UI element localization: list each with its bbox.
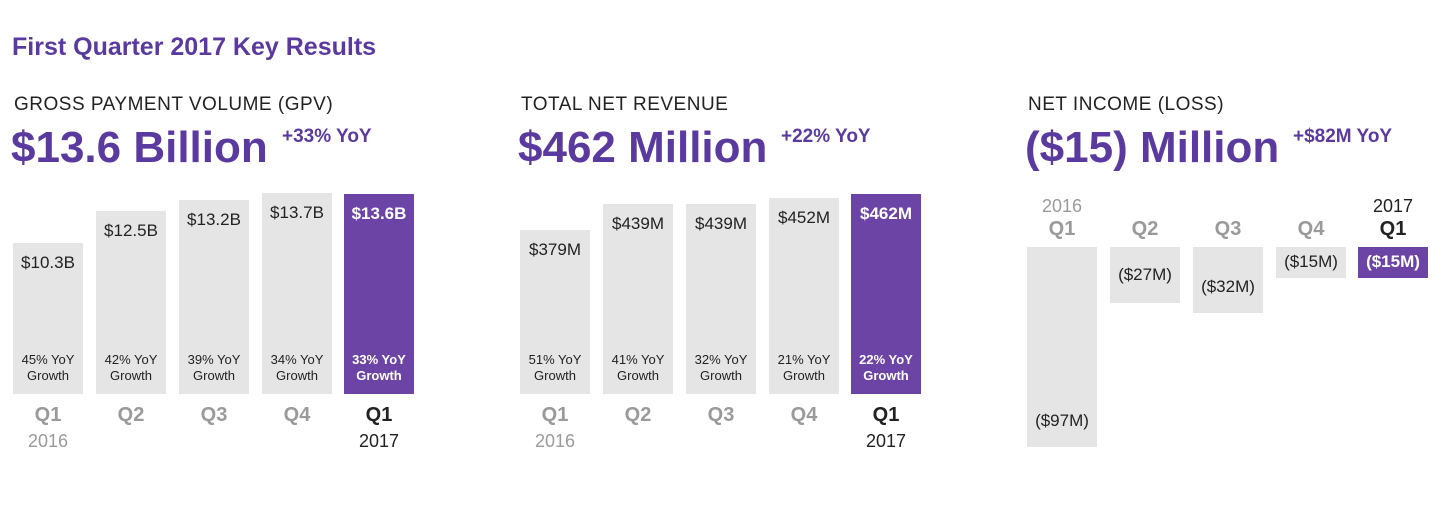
growth-line: Growth [27, 367, 69, 383]
bar-growth-label: 22% YoY Growth [851, 352, 921, 384]
bar-growth-label: 45% YoY Growth [13, 352, 83, 384]
revenue-title: TOTAL NET REVENUE [521, 94, 729, 115]
growth-line: Growth [534, 367, 576, 383]
bar-value-label: ($97M) [1035, 410, 1089, 430]
bar-value-label: ($32M) [1201, 276, 1255, 296]
bar-growth-label: 33% YoY Growth [344, 352, 414, 384]
bar-value-label: $452M [778, 208, 830, 228]
growth-line: Growth [193, 367, 235, 383]
bar: $12.5B 42% YoY Growth [96, 210, 166, 394]
bar: $13.6B 33% YoY Growth [344, 194, 414, 394]
bar-value-label: $13.6B [351, 204, 407, 224]
quarter-label: Q1 [34, 404, 62, 426]
bar-value-label: $12.5B [104, 220, 158, 240]
bar: $452M 21% YoY Growth [769, 198, 839, 394]
quarter-label: Q1 [365, 404, 393, 426]
bar-growth-label: 41% YoY Growth [603, 352, 673, 384]
year-label: 2017 [1372, 196, 1414, 216]
page-title: First Quarter 2017 Key Results [12, 33, 377, 61]
growth-line: Growth [700, 367, 742, 383]
bar: $13.2B 39% YoY Growth [179, 200, 249, 394]
bar-value-label: $439M [695, 213, 747, 233]
net-income-headline-yoy: +$82M YoY [1293, 126, 1393, 147]
net-income-headline: ($15) Million [1025, 123, 1280, 172]
bar-value-label: $379M [529, 239, 581, 259]
bar: ($97M) [1027, 247, 1097, 447]
year-label: 2017 [358, 431, 400, 451]
bar-value-label: $13.2B [187, 210, 241, 230]
bar-value-label: ($15M) [1284, 252, 1338, 272]
growth-line: Growth [863, 367, 909, 383]
growth-line: 21% YoY [777, 351, 831, 367]
bar: $439M 41% YoY Growth [603, 203, 673, 394]
growth-line: Growth [783, 367, 825, 383]
growth-line: 42% YoY [104, 352, 158, 367]
growth-line: 39% YoY [187, 351, 241, 367]
bar-value-label: $439M [612, 213, 664, 233]
bar: $439M 32% YoY Growth [686, 203, 756, 394]
growth-line: 41% YoY [611, 351, 665, 367]
growth-line: Growth [110, 368, 152, 383]
gpv-headline-yoy: +33% YoY [282, 126, 372, 147]
bar-growth-label: 39% YoY Growth [179, 352, 249, 384]
bar-value-label: $462M [860, 203, 912, 223]
year-label: 2016 [1041, 196, 1083, 216]
bar-growth-label: 32% YoY Growth [686, 352, 756, 384]
bar-value-label: $10.3B [21, 252, 75, 272]
bar: ($15M) [1358, 247, 1428, 278]
bar: ($15M) [1276, 247, 1346, 278]
year-label: 2016 [27, 431, 69, 451]
growth-line: 45% YoY [21, 351, 75, 367]
gpv-title: GROSS PAYMENT VOLUME (GPV) [14, 94, 334, 115]
growth-line: 33% YoY [352, 351, 406, 367]
quarter-label: Q1 [541, 404, 569, 426]
quarter-label: Q2 [624, 404, 652, 426]
quarter-label: Q3 [200, 404, 228, 426]
gpv-panel: GROSS PAYMENT VOLUME (GPV) $13.6 Billion +… [0, 0, 460, 505]
growth-line: 22% YoY [859, 351, 913, 367]
bar-value-label: ($27M) [1118, 264, 1172, 284]
growth-line: Growth [617, 367, 659, 383]
growth-line: Growth [356, 367, 402, 383]
year-label: 2017 [865, 431, 907, 451]
growth-line: 51% YoY [528, 351, 582, 367]
bar: $13.7B 34% YoY Growth [262, 193, 332, 394]
quarter-label: Q4 [283, 404, 311, 426]
quarter-label: Q3 [1214, 218, 1242, 240]
net-income-title: NET INCOME (LOSS) [1028, 94, 1225, 115]
gpv-headline: $13.6 Billion [11, 123, 268, 172]
year-label: 2016 [534, 431, 576, 451]
quarter-label: Q4 [790, 404, 818, 426]
quarter-label: Q1 [1379, 218, 1407, 240]
bar-growth-label: 34% YoY Growth [262, 352, 332, 384]
bar-growth-label: 42% YoY Growth [96, 352, 166, 384]
bar: ($32M) [1193, 247, 1263, 313]
quarter-label: Q1 [1048, 218, 1076, 240]
revenue-headline-yoy: +22% YoY [781, 126, 871, 147]
growth-line: 34% YoY [270, 351, 324, 367]
bar-growth-label: 21% YoY Growth [769, 352, 839, 384]
growth-line: 32% YoY [694, 351, 748, 367]
quarter-label: Q2 [117, 404, 145, 426]
bar: $379M 51% YoY Growth [520, 229, 590, 394]
bar-value-label: $13.7B [270, 203, 324, 223]
growth-line: Growth [276, 367, 318, 383]
bar: ($27M) [1110, 247, 1180, 303]
revenue-panel: TOTAL NET REVENUE $462 Million +22% YoY $37… [0, 0, 921, 505]
quarter-label: Q4 [1297, 218, 1325, 240]
bar: $10.3B 45% YoY Growth [13, 242, 83, 394]
bar: $462M 22% YoY Growth [851, 193, 921, 394]
revenue-headline: $462 Million [518, 123, 768, 172]
quarter-label: Q3 [707, 404, 735, 426]
quarter-label: Q1 [872, 404, 900, 426]
bar-growth-label: 51% YoY Growth [520, 352, 590, 384]
quarter-label: Q2 [1131, 218, 1159, 240]
bar-value-label: ($15M) [1366, 252, 1420, 272]
